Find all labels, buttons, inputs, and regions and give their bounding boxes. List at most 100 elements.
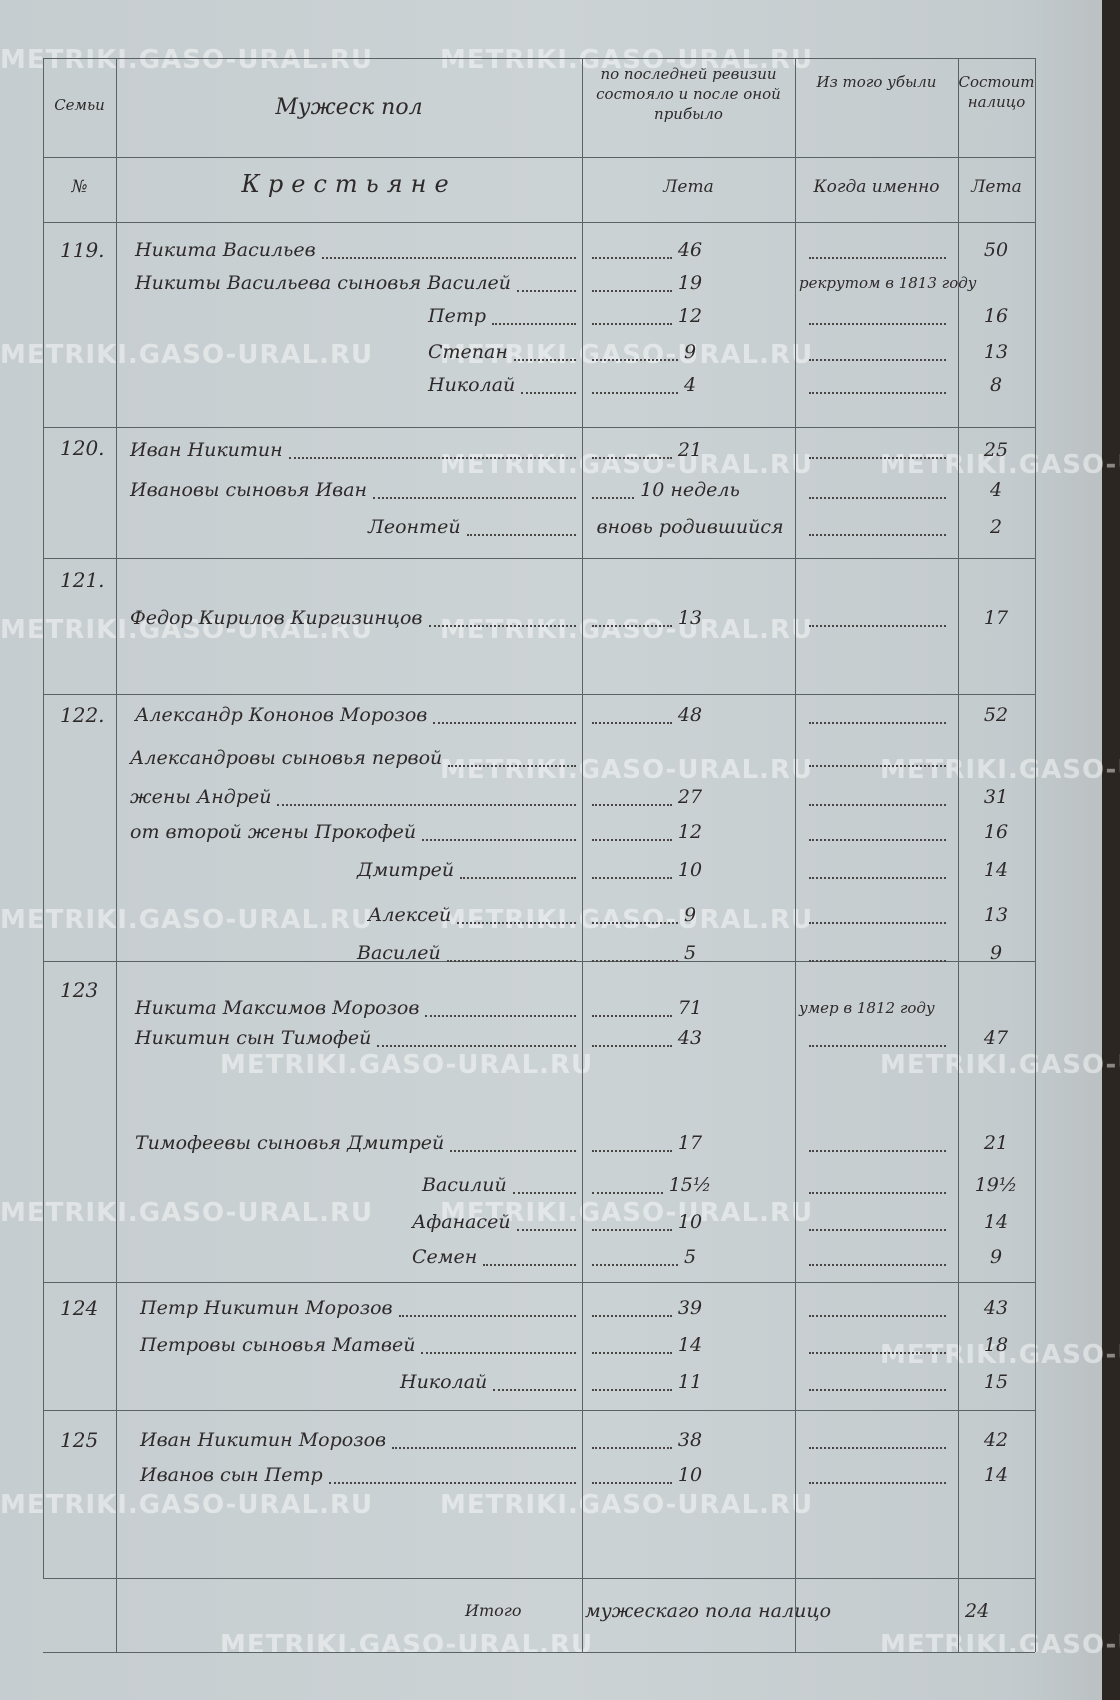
rule-line bbox=[43, 427, 1035, 428]
present-age: 2 bbox=[989, 516, 1003, 538]
dot-leader bbox=[521, 392, 576, 394]
watermark: METRIKI.GASO-URAL.RU bbox=[880, 1630, 1120, 1660]
dot-leader bbox=[809, 1447, 946, 1449]
dot-leader bbox=[592, 457, 672, 459]
dot-leader bbox=[809, 625, 946, 627]
person-name: Дмитрей bbox=[357, 859, 455, 881]
person-name: Афанасей bbox=[412, 1211, 511, 1233]
present-age: 50 bbox=[983, 239, 1009, 261]
dot-leader bbox=[321, 257, 576, 259]
age: 39 bbox=[677, 1297, 703, 1319]
dot-leader bbox=[592, 1150, 672, 1152]
age: 15½ bbox=[668, 1174, 712, 1196]
header-top: Семьи bbox=[54, 96, 105, 114]
family-number: 121. bbox=[60, 568, 105, 592]
dot-leader bbox=[392, 1447, 576, 1449]
present-age: 31 bbox=[983, 786, 1009, 808]
column-line bbox=[795, 58, 796, 1652]
watermark: METRIKI.GASO-URAL.RU bbox=[0, 1198, 374, 1228]
dot-leader bbox=[433, 722, 576, 724]
header-bottom: № bbox=[71, 177, 88, 197]
present-age: 9 bbox=[989, 942, 1003, 964]
age: 21 bbox=[677, 439, 703, 461]
family-number: 119. bbox=[60, 238, 105, 262]
dot-leader bbox=[493, 1389, 576, 1391]
person-name: Никита Васильев bbox=[135, 239, 316, 261]
removal-note: умер в 1812 году bbox=[799, 999, 935, 1017]
dot-leader bbox=[422, 839, 576, 841]
dot-leader bbox=[513, 359, 576, 361]
dot-leader bbox=[592, 877, 672, 879]
age: 10 bbox=[677, 859, 703, 881]
watermark: METRIKI.GASO-URAL.RU bbox=[0, 905, 374, 935]
age: 14 bbox=[677, 1334, 703, 1356]
age: 10 bbox=[677, 1211, 703, 1233]
person-name: Ивановы сыновья Иван bbox=[130, 479, 368, 501]
present-age: 4 bbox=[989, 479, 1003, 501]
person-name: Василий bbox=[422, 1174, 507, 1196]
person-name: Иван Никитин Морозов bbox=[140, 1429, 387, 1451]
age: 17 bbox=[677, 1132, 703, 1154]
family-number: 120. bbox=[60, 436, 105, 460]
dot-leader bbox=[592, 1264, 678, 1266]
dot-leader bbox=[288, 457, 576, 459]
dot-leader bbox=[809, 1150, 946, 1152]
dot-leader bbox=[450, 1150, 576, 1152]
age: 48 bbox=[677, 704, 703, 726]
person-name: Степан bbox=[428, 341, 508, 363]
column-line bbox=[582, 58, 583, 1652]
dot-leader bbox=[592, 323, 672, 325]
dot-leader bbox=[592, 497, 635, 499]
family-number: 123 bbox=[60, 978, 99, 1002]
family-number: 125 bbox=[60, 1428, 99, 1452]
present-age: 15 bbox=[983, 1371, 1009, 1393]
present-age: 42 bbox=[983, 1429, 1009, 1451]
age: 9 bbox=[683, 341, 697, 363]
dot-leader bbox=[592, 1229, 672, 1231]
dot-leader bbox=[592, 804, 672, 806]
dot-leader bbox=[809, 534, 946, 536]
person-name: Леонтей bbox=[368, 516, 461, 538]
dot-leader bbox=[517, 290, 576, 292]
rule-line bbox=[43, 222, 1035, 223]
dot-leader bbox=[592, 1315, 672, 1317]
column-line bbox=[1035, 58, 1036, 1652]
present-age: 13 bbox=[983, 904, 1009, 926]
dot-leader bbox=[809, 877, 946, 879]
dot-leader bbox=[809, 1482, 946, 1484]
person-name: Никиты Васильева сыновья Василей bbox=[135, 272, 512, 294]
person-name: Александровы сыновья первой bbox=[130, 747, 443, 769]
dot-leader bbox=[592, 1482, 672, 1484]
binding bbox=[1102, 0, 1120, 1700]
dot-leader bbox=[809, 392, 946, 394]
rule-line bbox=[43, 1410, 1035, 1411]
present-age: 47 bbox=[983, 1027, 1009, 1049]
person-name: Василей bbox=[357, 942, 441, 964]
present-age: 14 bbox=[983, 1464, 1009, 1486]
footer-text: мужескаго пола налицо bbox=[585, 1600, 832, 1622]
dot-leader bbox=[809, 457, 946, 459]
dot-leader bbox=[328, 1482, 576, 1484]
dot-leader bbox=[809, 765, 946, 767]
dot-leader bbox=[809, 1045, 946, 1047]
dot-leader bbox=[809, 257, 946, 259]
present-age: 9 bbox=[989, 1246, 1003, 1268]
dot-leader bbox=[421, 1352, 576, 1354]
dot-leader bbox=[373, 497, 576, 499]
dot-leader bbox=[483, 1264, 576, 1266]
header-top: Мужеск пол bbox=[275, 95, 423, 120]
dot-leader bbox=[466, 534, 576, 536]
dot-leader bbox=[592, 392, 678, 394]
person-name: Александр Кононов Морозов bbox=[135, 704, 428, 726]
header-bottom: Крестьяне bbox=[241, 170, 457, 198]
footer-total: 24 bbox=[965, 1600, 990, 1622]
dot-leader bbox=[592, 1192, 663, 1194]
dot-leader bbox=[460, 877, 576, 879]
age: 10 bbox=[677, 1464, 703, 1486]
watermark: METRIKI.GASO-URAL.RU bbox=[880, 1340, 1120, 1370]
family-number: 124 bbox=[60, 1296, 99, 1320]
dot-leader bbox=[592, 1015, 672, 1017]
dot-leader bbox=[809, 1192, 946, 1194]
watermark: METRIKI.GASO-URAL.RU bbox=[0, 340, 374, 370]
